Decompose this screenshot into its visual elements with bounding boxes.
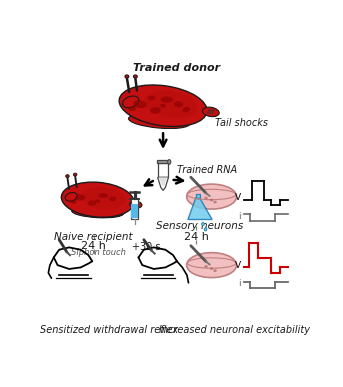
FancyBboxPatch shape	[157, 159, 169, 163]
Ellipse shape	[129, 114, 190, 128]
Ellipse shape	[210, 199, 213, 202]
Ellipse shape	[202, 107, 219, 116]
Text: 24 h: 24 h	[184, 232, 209, 242]
Ellipse shape	[133, 100, 147, 108]
Text: Naive recipient: Naive recipient	[55, 232, 133, 242]
Ellipse shape	[70, 200, 76, 204]
Ellipse shape	[182, 107, 190, 112]
Text: Trained donor: Trained donor	[133, 63, 221, 74]
Ellipse shape	[168, 159, 171, 164]
Ellipse shape	[204, 197, 208, 199]
Ellipse shape	[213, 201, 217, 204]
Ellipse shape	[98, 193, 108, 198]
Ellipse shape	[161, 96, 173, 103]
Ellipse shape	[65, 193, 78, 201]
Ellipse shape	[73, 173, 77, 176]
Ellipse shape	[144, 90, 198, 118]
Text: Increased neuronal excitability: Increased neuronal excitability	[159, 325, 310, 335]
Ellipse shape	[150, 107, 161, 114]
Text: i: i	[238, 279, 241, 288]
Ellipse shape	[122, 96, 139, 108]
Polygon shape	[196, 194, 200, 198]
Ellipse shape	[204, 228, 207, 231]
Ellipse shape	[174, 101, 183, 107]
Ellipse shape	[75, 195, 85, 201]
Polygon shape	[188, 198, 212, 219]
Ellipse shape	[210, 267, 213, 270]
Text: V: V	[235, 261, 241, 270]
Ellipse shape	[187, 184, 237, 209]
FancyBboxPatch shape	[131, 204, 138, 218]
Text: Sensitized withdrawal reflex: Sensitized withdrawal reflex	[40, 325, 178, 335]
Ellipse shape	[213, 269, 217, 272]
Ellipse shape	[88, 200, 96, 206]
Ellipse shape	[61, 182, 134, 217]
Ellipse shape	[133, 75, 137, 78]
Polygon shape	[158, 177, 168, 187]
Ellipse shape	[148, 96, 155, 100]
Text: Tail shocks: Tail shocks	[215, 118, 269, 128]
FancyBboxPatch shape	[158, 163, 168, 177]
Ellipse shape	[187, 253, 237, 277]
Ellipse shape	[204, 265, 208, 268]
Polygon shape	[158, 177, 168, 190]
Ellipse shape	[202, 223, 204, 226]
Ellipse shape	[95, 199, 100, 203]
Text: V: V	[235, 193, 241, 202]
Text: 24 h: 24 h	[81, 241, 106, 251]
Text: i: i	[238, 212, 241, 221]
Ellipse shape	[81, 187, 126, 209]
Ellipse shape	[72, 206, 123, 218]
Text: Sensory neurons: Sensory neurons	[156, 221, 244, 231]
Ellipse shape	[130, 201, 142, 208]
Text: Trained RNA: Trained RNA	[177, 164, 237, 175]
Ellipse shape	[125, 75, 129, 78]
Ellipse shape	[66, 175, 69, 178]
Ellipse shape	[119, 85, 207, 127]
Ellipse shape	[160, 104, 166, 108]
Text: Siphon touch: Siphon touch	[71, 248, 126, 257]
Ellipse shape	[128, 106, 136, 111]
FancyBboxPatch shape	[131, 198, 138, 219]
Text: +30 s: +30 s	[132, 242, 161, 252]
Ellipse shape	[109, 197, 116, 201]
